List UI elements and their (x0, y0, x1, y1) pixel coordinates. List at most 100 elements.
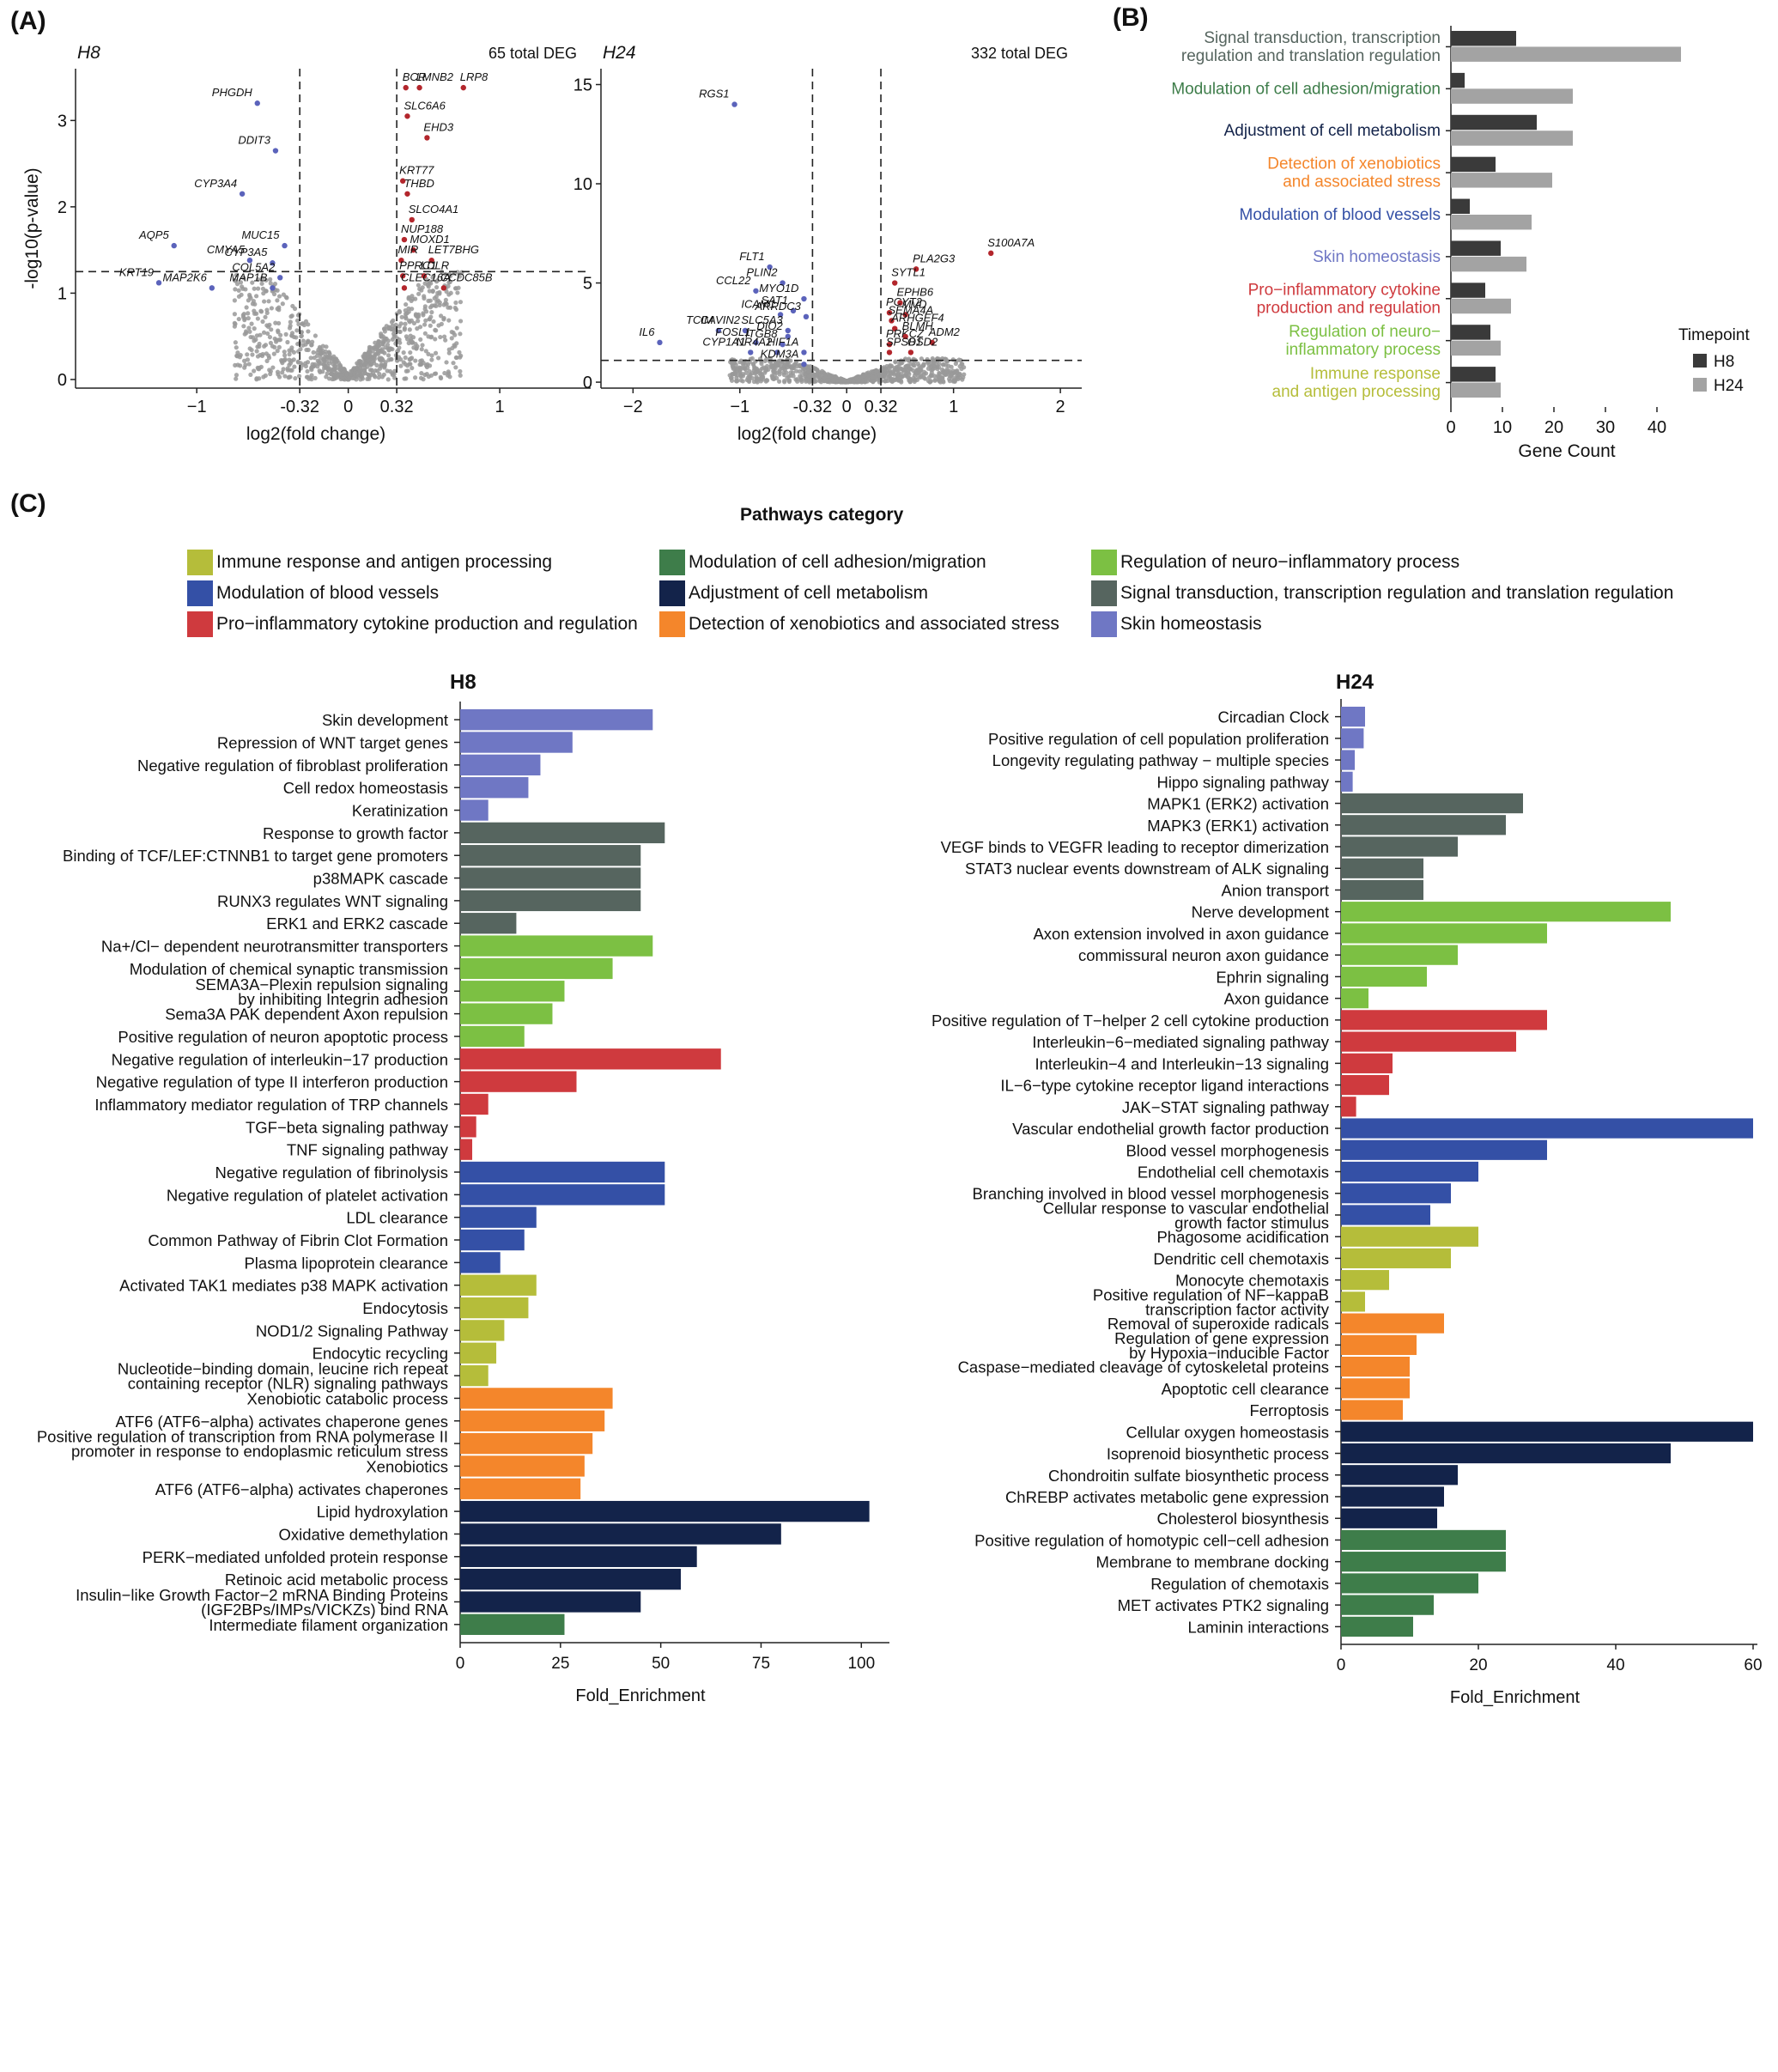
ns-point (399, 314, 404, 319)
ns-point (321, 362, 326, 368)
x-tick-label: 75 (752, 1655, 770, 1673)
ns-point (436, 355, 441, 361)
ns-point (294, 318, 300, 323)
ns-point (287, 352, 292, 357)
ns-point (413, 296, 418, 301)
enrichment-bar (1341, 1573, 1478, 1594)
ns-point (814, 373, 819, 378)
deg-label: PPRC1 (399, 258, 436, 271)
bar-h24 (1451, 382, 1501, 398)
ns-point (752, 366, 757, 371)
legend-item: Detection of xenobiotics and associated … (659, 611, 1059, 637)
ns-point (379, 362, 384, 368)
ns-point (263, 343, 269, 348)
enrichment-bar (460, 845, 641, 866)
ns-point (432, 295, 437, 301)
pathway-label: Nucleotide−binding domain, leucine rich … (118, 1360, 448, 1393)
ns-point (385, 353, 391, 358)
ns-point (254, 349, 259, 354)
deg-point (715, 327, 722, 334)
ns-point (260, 319, 265, 325)
ns-point (438, 334, 443, 340)
ns-point (317, 359, 322, 364)
enrichment-bar (1341, 945, 1458, 965)
ns-point (429, 334, 434, 339)
ns-point (375, 368, 380, 374)
deg-point (801, 295, 807, 302)
enrichment-bar (1341, 815, 1506, 835)
ns-point (262, 299, 267, 304)
ns-point (456, 285, 461, 290)
deg-label: SLC6A6 (404, 99, 446, 112)
legend-swatch (659, 611, 685, 637)
ns-point (331, 354, 337, 359)
ns-point (261, 330, 267, 335)
ns-point (755, 376, 762, 381)
ns-point (250, 301, 256, 307)
ns-point (860, 379, 865, 385)
enrichment-bar (1341, 1616, 1413, 1637)
legend-swatch (659, 550, 685, 575)
deg-label: KRT77 (399, 164, 434, 177)
legend-title: Pathways category (740, 505, 904, 525)
enrichment-bar (460, 754, 541, 776)
legend-swatch (659, 580, 685, 606)
pathway-label: ChREBP activates metabolic gene expressi… (1005, 1488, 1329, 1506)
enrichment-bar (1341, 879, 1423, 901)
enrichment-bar (1341, 1226, 1478, 1247)
pathway-label: Response to growth factor (263, 824, 448, 842)
volcano-title: H8 (77, 43, 100, 63)
bar-h8 (1451, 240, 1501, 256)
x-tick-label: -0.32 (280, 398, 319, 416)
deg-point (404, 191, 410, 197)
pathway-label: Endocytosis (362, 1299, 448, 1317)
ns-point (234, 345, 239, 350)
ns-point (781, 370, 786, 375)
ns-point (390, 323, 395, 328)
ns-point (246, 362, 252, 367)
ns-point (252, 286, 257, 291)
volcano-h24: H24 332 total DEG −2 −1 -0.32 0 0.32 1 2 0 5 10 15 lo… (573, 43, 1082, 444)
ns-point (754, 370, 759, 375)
x-tick-label: −1 (187, 398, 207, 416)
ns-point (409, 318, 414, 323)
ns-point (746, 378, 752, 383)
enrichment-bar (460, 1048, 721, 1070)
ns-point (445, 373, 451, 378)
legend-swatch (187, 550, 213, 575)
enrichment-bar (460, 1613, 565, 1635)
ns-point (382, 350, 387, 355)
enrichment-h24: H24 Circadian Clock Positive regulation of… (931, 671, 1763, 1707)
pathway-label: Removal of superoxide radicals (1107, 1315, 1329, 1333)
x-tick-label: 30 (1596, 418, 1615, 437)
ns-point (397, 345, 402, 350)
ns-point (285, 339, 290, 345)
ns-point (275, 349, 280, 354)
ns-point (233, 287, 238, 292)
ns-point (324, 344, 329, 349)
bar-h8 (1451, 198, 1470, 214)
ns-point (235, 362, 240, 368)
volcano-subtitle: 65 total DEG (488, 45, 577, 62)
pathway-label: ERK1 and ERK2 cascade (266, 914, 448, 933)
ns-point (387, 368, 393, 374)
ns-point (332, 358, 337, 363)
ns-point (309, 367, 314, 373)
pathway-label: Negative regulation of interleukin−17 pr… (112, 1050, 448, 1068)
ns-point (948, 374, 954, 379)
ns-point (326, 366, 331, 371)
deg-label: FOSL1 (715, 325, 750, 338)
enrichment-bar (1341, 1356, 1410, 1377)
y-tick-label: 2 (58, 198, 67, 217)
y-tick-label: 1 (58, 284, 67, 303)
ns-point (255, 316, 260, 321)
ns-point (944, 359, 950, 364)
deg-label: MAP2K6 (163, 270, 208, 283)
bar-h24 (1451, 340, 1501, 356)
deg-point (440, 285, 447, 291)
ns-point (388, 346, 393, 351)
ns-point (453, 300, 458, 306)
ns-point (921, 375, 926, 380)
legend-label: Detection of xenobiotics and associated … (689, 614, 1059, 634)
